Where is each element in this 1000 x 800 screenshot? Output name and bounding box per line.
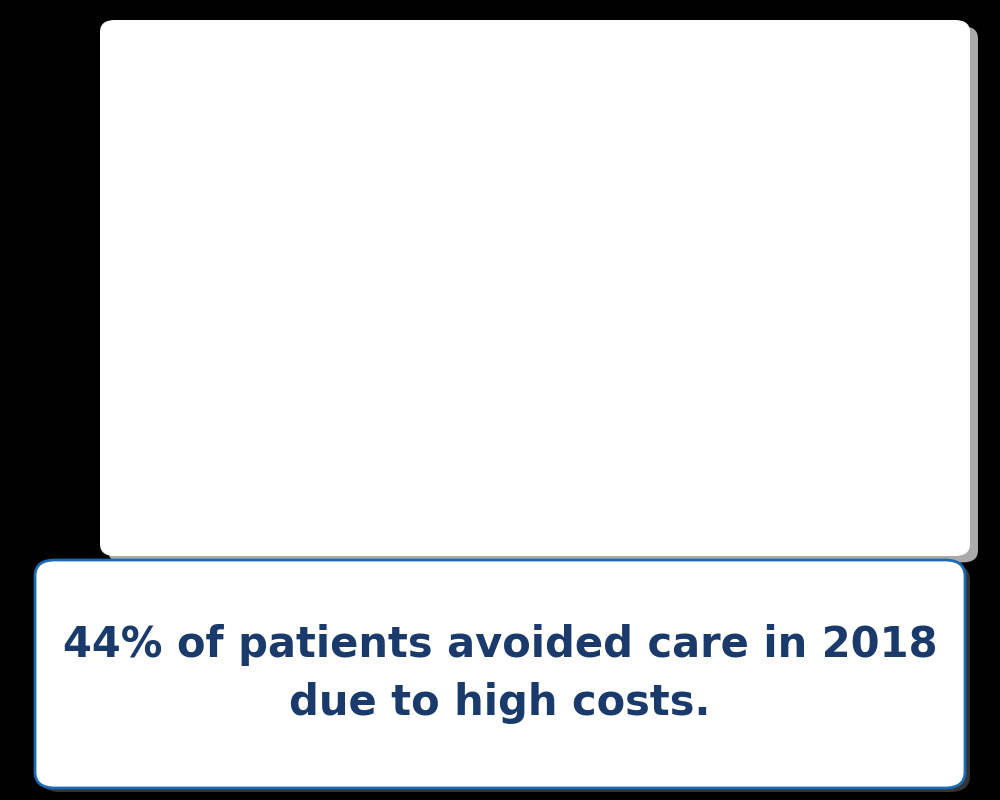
Bar: [657, 176, 745, 480]
Text: 44% of patients avoided care in 2018
due to high costs.: 44% of patients avoided care in 2018 due…: [63, 624, 937, 724]
Bar: [511, 128, 599, 480]
Y-axis label: Percentage of Patients (%): Percentage of Patients (%): [140, 188, 154, 372]
Title: Percentage of Patients Avoid Dental Care (2016 - 2020): Percentage of Patients Avoid Dental Care…: [343, 54, 767, 69]
Bar: [365, 280, 453, 480]
Bar: [804, 168, 891, 480]
X-axis label: Year: Year: [540, 508, 570, 522]
Bar: [219, 224, 306, 480]
